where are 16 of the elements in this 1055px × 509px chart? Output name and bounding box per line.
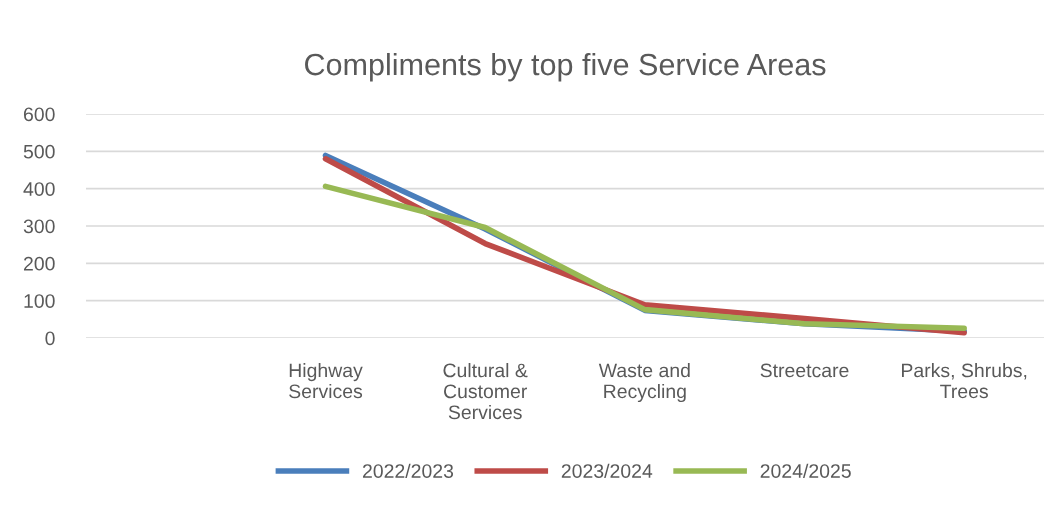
y-tick-label: 100 xyxy=(24,294,55,308)
y-tick-label: 0 xyxy=(45,331,55,346)
chart-title: Compliments by top five Service Areas xyxy=(305,52,826,82)
legend-label: 2024/2025 xyxy=(760,463,851,478)
legend-label: 2022/2023 xyxy=(362,463,454,478)
x-tick-label: Parks, Shrubs, Trees xyxy=(902,363,1027,399)
y-tick-label: 500 xyxy=(23,144,55,159)
legend-label: 2023/2024 xyxy=(561,463,653,478)
x-tick-label: Streetcare xyxy=(760,363,849,378)
y-tick-label: 600 xyxy=(23,107,55,122)
y-tick-label: 200 xyxy=(23,256,55,271)
x-tick-label: Highway Services xyxy=(289,363,363,399)
y-tick-label: 300 xyxy=(23,219,55,234)
x-tick-label: Cultural & Customer Services xyxy=(443,363,528,420)
y-tick-label: 400 xyxy=(23,182,55,196)
x-tick-label: Waste and Recycling xyxy=(598,363,690,403)
